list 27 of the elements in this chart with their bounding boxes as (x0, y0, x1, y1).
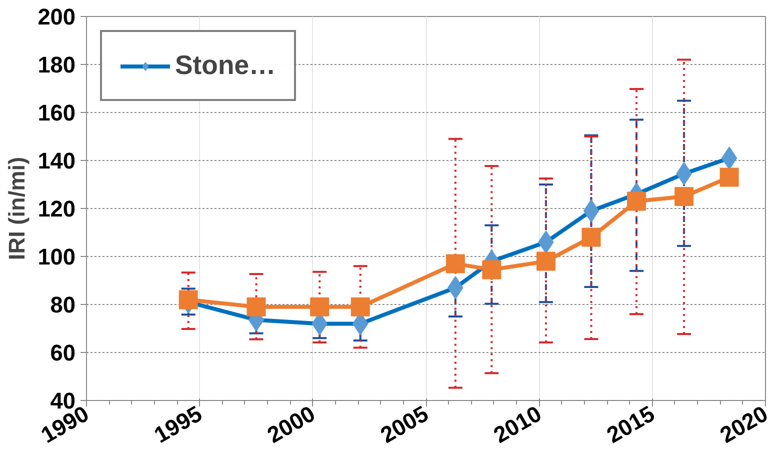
y-tick-label: 140 (38, 148, 76, 174)
point (582, 228, 601, 247)
x-tick-label: 1995 (150, 400, 206, 448)
point (446, 254, 465, 274)
x-tick-label: 2020 (715, 400, 772, 448)
y-axis-title: IRI (in/mi) (4, 156, 30, 260)
point (626, 192, 646, 211)
y-tick-label: 180 (38, 52, 76, 78)
y-tick-label: 200 (38, 4, 76, 30)
y-tick-label: 100 (38, 244, 76, 270)
point (178, 290, 198, 310)
x-tick-label: 2000 (262, 400, 320, 448)
point (246, 297, 266, 316)
point (310, 297, 330, 316)
x-tick-label: 2010 (489, 400, 546, 448)
point (674, 187, 694, 206)
y-tick-label: 60 (50, 340, 76, 366)
point (536, 252, 556, 271)
point (482, 260, 502, 280)
y-tick-label: 80 (50, 292, 76, 318)
y-tick-label: 120 (38, 196, 76, 222)
point (720, 168, 739, 187)
legend-label: Stone… (175, 50, 276, 81)
point (350, 297, 370, 316)
x-tick-label: 2015 (602, 400, 659, 448)
y-tick-label: 160 (38, 100, 76, 126)
x-tick-label: 2005 (376, 400, 433, 448)
